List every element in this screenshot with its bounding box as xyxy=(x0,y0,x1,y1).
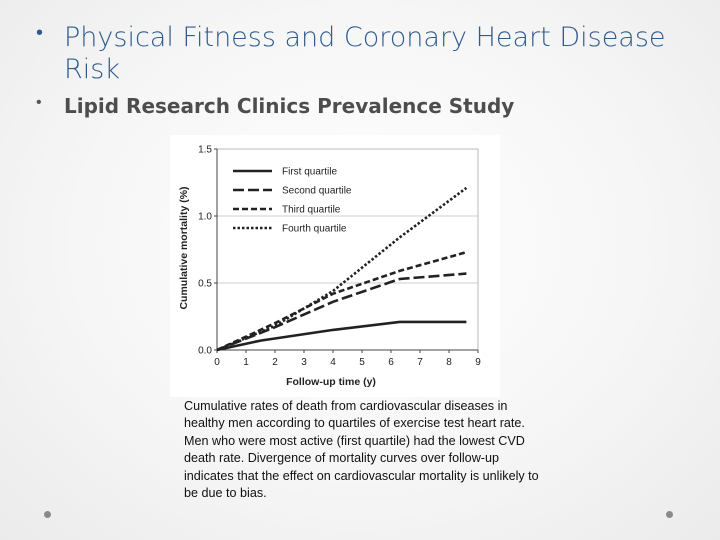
slide-title: Physical Fitness and Coronary Heart Dise… xyxy=(64,22,666,85)
x-tick-label: 8 xyxy=(446,357,452,368)
figure-caption: Cumulative rates of death from cardiovas… xyxy=(184,399,539,501)
axis-layer: 0.0 0.5 1.0 1.5 0 1 2 3 4 5 6 7 8 9 xyxy=(198,145,481,369)
series-line-second-quartile xyxy=(216,272,467,352)
bullet-marker: • xyxy=(36,94,42,111)
plot-frame xyxy=(216,148,479,351)
series-line-first-quartile xyxy=(216,320,467,352)
y-tick-label: 0.5 xyxy=(198,279,212,290)
x-tick-label: 2 xyxy=(272,357,278,368)
bullet-list: • Physical Fitness and Coronary Heart Di… xyxy=(36,22,686,120)
x-tick-label: 0 xyxy=(214,357,220,368)
y-axis-label: Cumulative mortality (%) xyxy=(178,186,190,309)
x-tick-label: 9 xyxy=(475,357,481,368)
legend-label: Fourth quartile xyxy=(282,224,347,235)
mortality-line-chart: 0.0 0.5 1.0 1.5 0 1 2 3 4 5 6 7 8 9 First quartile Sec… xyxy=(178,145,481,389)
x-tick-label: 3 xyxy=(301,357,307,368)
series-layer xyxy=(216,186,468,352)
bullet-marker: • xyxy=(36,22,44,44)
subtitle-bullet: • Lipid Research Clinics Prevalence Stud… xyxy=(36,92,686,120)
nav-dot-left xyxy=(44,511,51,518)
chart-figure: 0.0 0.5 1.0 1.5 0 1 2 3 4 5 6 7 8 9 First quartile Sec… xyxy=(170,135,500,397)
y-tick-label: 1.0 xyxy=(198,212,212,223)
legend-label: Second quartile xyxy=(282,186,352,197)
x-tick-label: 1 xyxy=(243,357,249,368)
slide-subtitle: Lipid Research Clinics Prevalence Study xyxy=(64,94,515,118)
legend: First quartile Second quartile Third quart… xyxy=(233,167,352,235)
legend-label: First quartile xyxy=(282,167,337,178)
legend-label: Third quartile xyxy=(282,205,341,216)
x-tick-label: 4 xyxy=(330,357,336,368)
title-bullet: • Physical Fitness and Coronary Heart Di… xyxy=(36,22,686,86)
x-tick-label: 5 xyxy=(359,357,365,368)
series-line-fourth-quartile xyxy=(216,186,468,352)
y-tick-label: 1.5 xyxy=(198,145,212,156)
x-axis-label: Follow-up time (y) xyxy=(286,376,376,388)
x-tick-label: 6 xyxy=(388,357,394,368)
x-tick-label: 7 xyxy=(417,357,423,368)
y-tick-label: 0.0 xyxy=(198,346,212,357)
series-line-third-quartile xyxy=(216,250,467,352)
nav-dot-right xyxy=(666,511,673,518)
grid-layer xyxy=(216,148,479,351)
